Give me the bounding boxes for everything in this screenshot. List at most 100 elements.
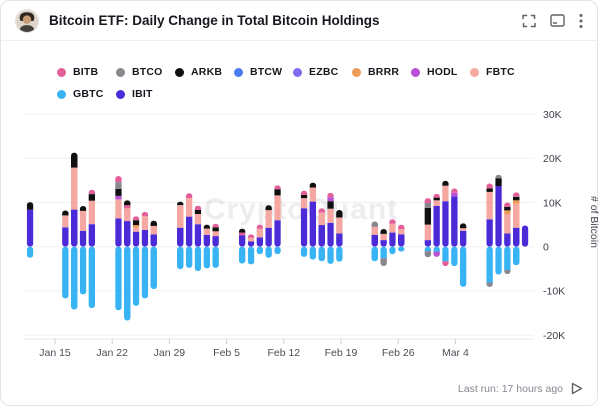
- bar-segment-BTCO[interactable]: [371, 221, 379, 227]
- bar-segment-ARKB[interactable]: [88, 194, 96, 201]
- bar-segment-ARKB[interactable]: [194, 210, 202, 214]
- legend-item-BTCO[interactable]: BTCO: [116, 61, 175, 83]
- bar-segment-BTCO[interactable]: [115, 182, 122, 189]
- bar-segment-FBTC[interactable]: [115, 199, 122, 219]
- bar-segment-GBTC[interactable]: [256, 246, 264, 255]
- bar-segment-ARKB[interactable]: [79, 206, 87, 211]
- legend-item-IBIT[interactable]: IBIT: [116, 83, 175, 105]
- bar-segment-ARKB[interactable]: [124, 200, 131, 206]
- bar-segment-IBIT[interactable]: [318, 225, 326, 247]
- bar-segment-GBTC[interactable]: [398, 246, 405, 252]
- bar-segment-BITB[interactable]: [256, 224, 264, 229]
- bar-segment-IBIT[interactable]: [141, 229, 149, 247]
- legend-item-BITB[interactable]: BITB: [57, 61, 116, 83]
- bar-segment-FBTC[interactable]: [318, 212, 326, 226]
- bar-segment-GBTC[interactable]: [274, 246, 281, 255]
- bar-segment-IBIT[interactable]: [238, 235, 246, 247]
- bar-segment-IBIT[interactable]: [177, 227, 184, 247]
- bar-segment-ARKB[interactable]: [150, 220, 158, 226]
- holdings-chart[interactable]: CryptoQuant Jan 15 Jan 22 Jan 29 Feb 5 Feb 12…: [1, 101, 600, 381]
- bar-segment-BITB[interactable]: [318, 208, 326, 213]
- bar-segment-BITB[interactable]: [442, 261, 449, 267]
- bar-segment-GBTC[interactable]: [62, 246, 69, 299]
- bar-segment-IBIT[interactable]: [495, 186, 502, 247]
- bar-segment-BITB[interactable]: [247, 234, 255, 238]
- bar-segment-IBIT[interactable]: [194, 224, 202, 247]
- bar-segment-FBTC[interactable]: [300, 198, 308, 209]
- bar-segment-IBIT[interactable]: [26, 209, 34, 247]
- bar-segment-BTCO[interactable]: [495, 174, 502, 179]
- bar-segment-BITB[interactable]: [504, 202, 511, 207]
- bar-segment-IBIT[interactable]: [309, 201, 317, 247]
- bar-segment-ARKB[interactable]: [513, 196, 520, 201]
- bar-segment-GBTC[interactable]: [247, 246, 255, 265]
- bar-segment-IBIT[interactable]: [212, 236, 219, 247]
- bar-segment-BRRR[interactable]: [504, 210, 511, 215]
- bar-segment-FBTC[interactable]: [433, 200, 440, 206]
- bar-segment-GBTC[interactable]: [327, 246, 334, 264]
- bar-segment-FBTC[interactable]: [185, 198, 193, 217]
- bar-segment-IBIT[interactable]: [513, 227, 520, 247]
- bar-segment-IBIT[interactable]: [274, 220, 281, 247]
- bar-segment-ARKB[interactable]: [274, 189, 281, 196]
- bar-segment-BRRR[interactable]: [513, 200, 520, 204]
- bar-segment-IBIT[interactable]: [371, 234, 379, 247]
- bar-segment-GBTC[interactable]: [132, 246, 140, 306]
- bar-segment-BTCO[interactable]: [504, 270, 511, 275]
- bar-segment-BTCO[interactable]: [424, 202, 432, 208]
- bar-segment-FBTC[interactable]: [389, 223, 396, 233]
- bar-segment-GBTC[interactable]: [26, 246, 34, 258]
- bar-segment-IBIT[interactable]: [150, 234, 158, 247]
- bar-segment-IBIT[interactable]: [327, 222, 334, 247]
- bar-segment-FBTC[interactable]: [513, 203, 520, 228]
- bar-segment-FBTC[interactable]: [459, 228, 467, 231]
- bar-segment-IBIT[interactable]: [380, 240, 387, 247]
- bar-segment-IBIT[interactable]: [433, 206, 440, 247]
- bar-segment-BITB[interactable]: [274, 185, 281, 190]
- bar-segment-IBIT[interactable]: [486, 219, 493, 247]
- bar-segment-IBIT[interactable]: [71, 209, 78, 247]
- bar-segment-GBTC[interactable]: [115, 246, 122, 311]
- bar-segment-IBIT[interactable]: [521, 225, 529, 247]
- bar-segment-IBIT[interactable]: [79, 230, 87, 247]
- author-avatar[interactable]: [15, 8, 39, 33]
- bar-segment-FBTC[interactable]: [247, 237, 255, 242]
- bar-segment-HODL[interactable]: [115, 195, 122, 200]
- bar-segment-IBIT[interactable]: [256, 237, 264, 247]
- bar-segment-FBTC[interactable]: [265, 210, 272, 228]
- bar-segment-FBTC[interactable]: [141, 216, 149, 230]
- bar-segment-GBTC[interactable]: [442, 246, 449, 262]
- bar-segment-GBTC[interactable]: [300, 246, 308, 257]
- bar-segment-GBTC[interactable]: [513, 246, 520, 266]
- bar-segment-ARKB[interactable]: [265, 205, 272, 211]
- bar-segment-BITB[interactable]: [238, 232, 246, 236]
- bar-segment-ARKB[interactable]: [71, 152, 78, 168]
- bar-segment-FBTC[interactable]: [424, 224, 432, 241]
- bar-segment-FBTC[interactable]: [71, 167, 78, 210]
- bar-segment-FBTC[interactable]: [256, 228, 264, 238]
- bar-segment-IBIT[interactable]: [265, 227, 272, 247]
- legend-item-BTCW[interactable]: BTCW: [234, 61, 293, 83]
- bar-segment-BITB[interactable]: [124, 205, 131, 209]
- bar-segment-ARKB[interactable]: [336, 210, 343, 218]
- bar-segment-IBIT[interactable]: [247, 241, 255, 247]
- bar-segment-ARKB[interactable]: [132, 220, 140, 226]
- bar-segment-ARKB[interactable]: [238, 228, 246, 233]
- bar-segment-FBTC[interactable]: [62, 215, 69, 228]
- bar-segment-GBTC[interactable]: [380, 246, 387, 259]
- bar-segment-ARKB[interactable]: [177, 201, 184, 206]
- bar-segment-HODL[interactable]: [433, 251, 440, 257]
- bar-segment-GBTC[interactable]: [318, 246, 326, 262]
- bar-segment-GBTC[interactable]: [371, 246, 379, 262]
- bar-segment-BITB[interactable]: [433, 193, 440, 198]
- bar-segment-BITB[interactable]: [389, 219, 396, 224]
- bar-segment-BTCO[interactable]: [486, 282, 493, 287]
- bar-segment-GBTC[interactable]: [424, 246, 432, 252]
- bar-segment-IBIT[interactable]: [442, 201, 449, 247]
- bar-segment-FBTC[interactable]: [177, 205, 184, 228]
- bar-segment-GBTC[interactable]: [433, 246, 440, 252]
- bar-segment-BITB[interactable]: [424, 198, 432, 203]
- bar-segment-FBTC[interactable]: [274, 195, 281, 221]
- bar-segment-GBTC[interactable]: [459, 246, 467, 287]
- bar-segment-FBTC[interactable]: [124, 208, 131, 221]
